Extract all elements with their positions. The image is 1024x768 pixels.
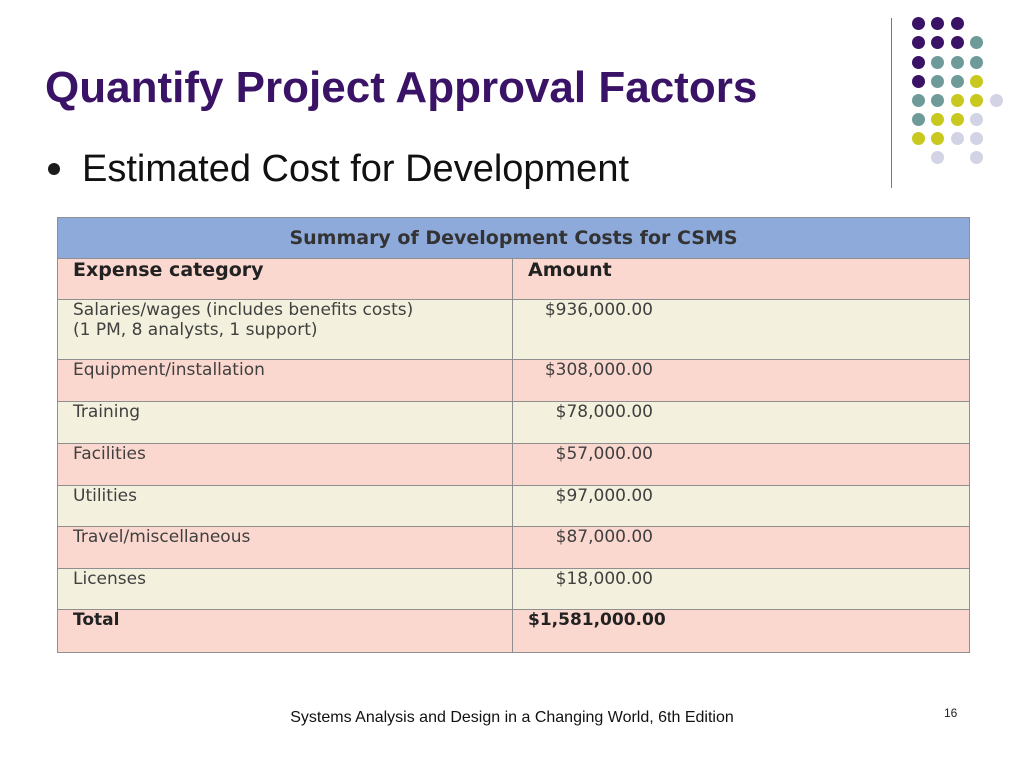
decor-dot xyxy=(970,75,983,88)
decor-dot xyxy=(931,56,944,69)
decor-dot xyxy=(912,36,925,49)
table-row: Training $78,000.00 xyxy=(57,401,970,444)
table-header-row: Expense category Amount xyxy=(57,258,970,300)
decor-dot xyxy=(970,113,983,126)
total-amount-cell: $1,581,000.00 xyxy=(512,609,970,653)
cost-summary-table: Summary of Development Costs for CSMS Ex… xyxy=(57,217,970,653)
decor-dot xyxy=(912,132,925,145)
title-divider-line xyxy=(891,18,892,188)
decor-dot xyxy=(931,113,944,126)
decor-dot xyxy=(931,132,944,145)
table-total-row: Total $1,581,000.00 xyxy=(57,609,970,653)
decorative-dot-grid xyxy=(0,0,1024,200)
decor-dot xyxy=(931,17,944,30)
amount-value: $78,000.00 xyxy=(555,402,653,422)
bullet-marker xyxy=(48,163,60,175)
decor-dot xyxy=(912,17,925,30)
amount-cell: $57,000.00 xyxy=(512,443,970,486)
table-caption: Summary of Development Costs for CSMS xyxy=(57,217,970,259)
table-row: Salaries/wages (includes benefits costs)… xyxy=(57,299,970,360)
amount-value: $18,000.00 xyxy=(555,569,653,589)
decor-dot xyxy=(931,94,944,107)
decor-dot xyxy=(970,151,983,164)
amount-cell: $308,000.00 xyxy=(512,359,970,402)
decor-dot xyxy=(970,56,983,69)
expense-category-cell: Equipment/installation xyxy=(57,359,513,402)
page-number: 16 xyxy=(944,706,958,720)
decor-dot xyxy=(912,75,925,88)
amount-value: $57,000.00 xyxy=(555,444,653,464)
decor-dot xyxy=(951,17,964,30)
amount-cell: $18,000.00 xyxy=(512,568,970,610)
amount-cell: $936,000.00 xyxy=(512,299,970,360)
slide-title: Quantify Project Approval Factors xyxy=(45,63,758,112)
amount-value: $308,000.00 xyxy=(544,360,653,380)
decor-dot xyxy=(990,94,1003,107)
amount-value: $87,000.00 xyxy=(555,527,653,547)
amount-value: $936,000.00 xyxy=(544,300,653,320)
amount-cell: $97,000.00 xyxy=(512,485,970,527)
decor-dot xyxy=(931,151,944,164)
bullet-item: Estimated Cost for Development xyxy=(48,150,629,188)
column-header-category: Expense category xyxy=(57,258,513,300)
expense-category-cell: Salaries/wages (includes benefits costs)… xyxy=(57,299,513,360)
decor-dot xyxy=(970,36,983,49)
decor-dot xyxy=(931,75,944,88)
table-row: Utilities $97,000.00 xyxy=(57,485,970,527)
decor-dot xyxy=(912,94,925,107)
amount-cell: $78,000.00 xyxy=(512,401,970,444)
decor-dot xyxy=(951,75,964,88)
table-row: Travel/miscellaneous $87,000.00 xyxy=(57,526,970,569)
amount-cell: $87,000.00 xyxy=(512,526,970,569)
decor-dot xyxy=(912,113,925,126)
expense-category-cell: Licenses xyxy=(57,568,513,610)
decor-dot xyxy=(951,56,964,69)
table-row: Licenses $18,000.00 xyxy=(57,568,970,610)
expense-category-cell: Utilities xyxy=(57,485,513,527)
decor-dot xyxy=(931,36,944,49)
expense-category-cell: Travel/miscellaneous xyxy=(57,526,513,569)
slide-footer: Systems Analysis and Design in a Changin… xyxy=(290,709,734,726)
decor-dot xyxy=(970,94,983,107)
expense-category-cell: Facilities xyxy=(57,443,513,486)
decor-dot xyxy=(951,94,964,107)
amount-value: $97,000.00 xyxy=(555,486,653,506)
expense-category-cell: Training xyxy=(57,401,513,444)
decor-dot xyxy=(970,132,983,145)
total-label-cell: Total xyxy=(57,609,513,653)
decor-dot xyxy=(951,132,964,145)
decor-dot xyxy=(912,56,925,69)
table-row: Equipment/installation $308,000.00 xyxy=(57,359,970,402)
table-row: Facilities $57,000.00 xyxy=(57,443,970,486)
decor-dot xyxy=(951,113,964,126)
column-header-amount: Amount xyxy=(512,258,970,300)
bullet-text: Estimated Cost for Development xyxy=(82,148,630,190)
decor-dot xyxy=(951,36,964,49)
